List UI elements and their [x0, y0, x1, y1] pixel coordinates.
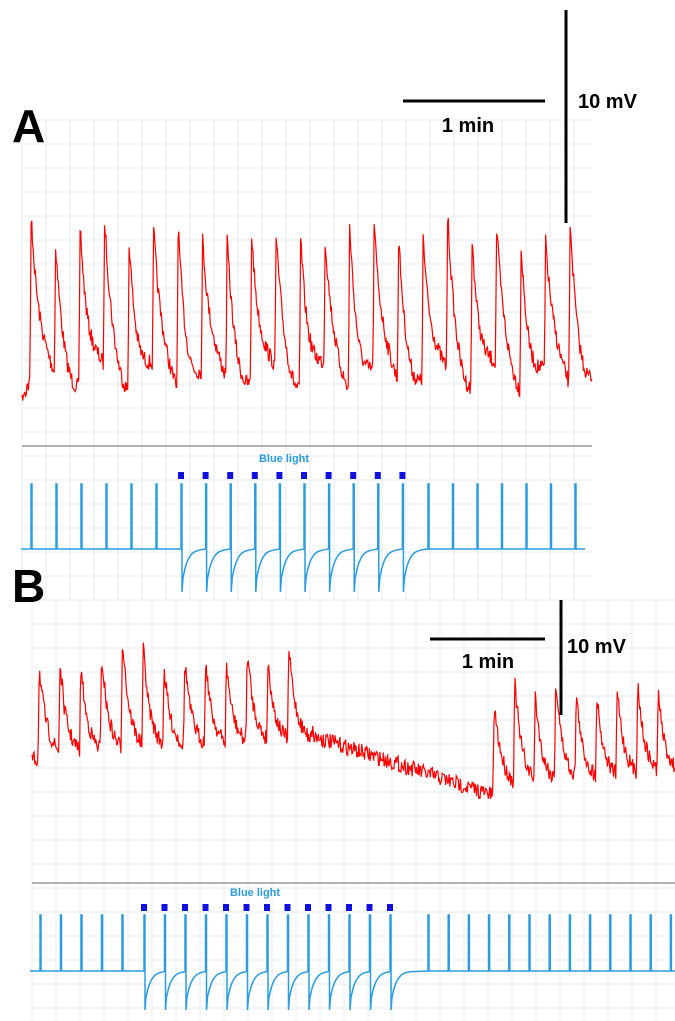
- voltage-scale-label: 10 mV: [567, 636, 627, 658]
- time-scale-label: 1 min: [442, 115, 494, 137]
- stimulus-trace: [21, 483, 585, 593]
- light-pulse: [223, 904, 229, 911]
- light-pulse: [399, 472, 406, 479]
- light-pulse: [178, 472, 184, 479]
- time-scale-label: 1 min: [462, 651, 514, 673]
- voltage-scale-label: 10 mV: [578, 91, 638, 113]
- light-pulse: [251, 472, 258, 479]
- light-pulse: [325, 904, 332, 911]
- light-pulse: [387, 904, 393, 911]
- light-pulse: [227, 472, 234, 479]
- light-pulse: [350, 472, 357, 479]
- stimulus-trace: [30, 914, 675, 1011]
- light-pulse: [182, 904, 188, 911]
- background-grid: [21, 119, 675, 1021]
- panel-label: B: [12, 560, 45, 612]
- light-pulse: [374, 472, 381, 479]
- light-pulse: [202, 472, 209, 479]
- panel-label: A: [12, 100, 45, 152]
- stimulus-label: Blue light: [259, 453, 309, 465]
- light-pulse: [141, 904, 147, 911]
- traces: [21, 217, 675, 1011]
- membrane-trace: [31, 642, 675, 800]
- light-pulse: [243, 904, 250, 911]
- light-pulse: [366, 904, 373, 911]
- light-pulse: [161, 904, 168, 911]
- light-pulse: [301, 472, 307, 479]
- light-pulse: [264, 904, 270, 911]
- membrane-trace: [21, 217, 593, 401]
- light-pulse: [202, 904, 209, 911]
- stimulus-label: Blue light: [230, 887, 280, 899]
- light-pulse: [305, 904, 311, 911]
- light-pulse: [284, 904, 291, 911]
- light-pulse: [276, 472, 283, 479]
- light-pulse: [325, 472, 332, 479]
- light-pulse: [346, 904, 352, 911]
